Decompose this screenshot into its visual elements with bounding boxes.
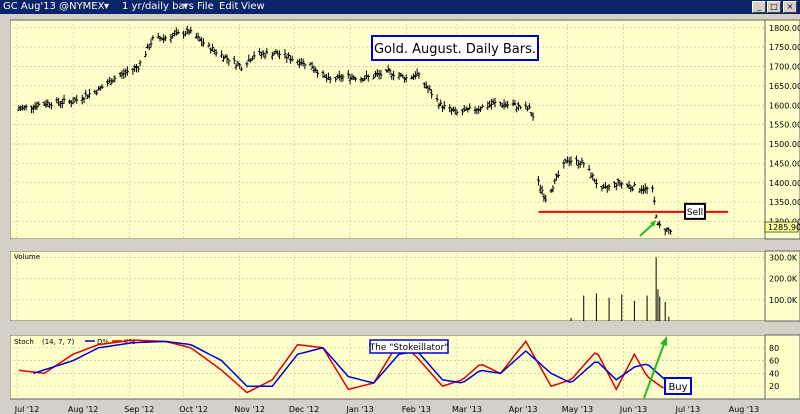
stokeillator-box [369, 339, 449, 354]
x-tick-label: Mar '13 [452, 405, 482, 414]
x-tick-label: Apr '13 [509, 405, 538, 414]
period-label[interactable]: 1 yr/daily bars [122, 1, 194, 12]
price-tick-label: 1350.00 [769, 198, 800, 207]
up-arrow-price-head [650, 220, 656, 227]
title-bar: GC Aug'13 @NYMEX ▾ 1 yr/daily bars ▾ Fil… [0, 0, 800, 14]
price-tick-label: 1600.00 [769, 101, 800, 110]
panel-separator [10, 321, 765, 335]
volume-tick-label: 100.0K [769, 296, 798, 305]
price-tick-label: 1700.00 [769, 63, 800, 72]
price-tick-label: 1550.00 [769, 121, 800, 130]
stoch-params: (14, 7, 7) [42, 338, 74, 346]
x-tick-label: Dec '12 [289, 405, 319, 414]
up-arrow-price [639, 223, 654, 237]
chart-title: Gold. August. Daily Bars. [374, 42, 536, 57]
stoch-panel-axis [764, 334, 800, 400]
legend-k-label: K% [124, 338, 136, 346]
buy-label: Buy [668, 382, 687, 393]
price-tick-label: 1800.00 [769, 24, 800, 33]
volume-title: Volume [14, 253, 40, 261]
symbol-dropdown-icon[interactable]: ▾ [104, 1, 110, 12]
volume-tick-label: 300.0K [769, 253, 798, 262]
close-button[interactable]: × [783, 1, 797, 13]
period-dropdown-icon[interactable]: ▾ [183, 1, 189, 12]
stoch-title: Stoch [14, 338, 34, 346]
buy-label-box [664, 377, 692, 395]
price-tick-label: 1500.00 [769, 140, 800, 149]
minimize-button[interactable]: _ [752, 1, 766, 13]
grid [10, 20, 765, 399]
x-tick-label: Aug '12 [68, 405, 99, 414]
stokeillator-title: The "Stokeillator" [369, 343, 449, 353]
symbol-label[interactable]: GC Aug'13 @NYMEX [3, 1, 105, 12]
x-tick-label: Feb '13 [402, 405, 431, 414]
maximize-button[interactable]: □ [767, 1, 781, 13]
sell-label-box [684, 202, 706, 220]
stoch-tick-label: 80 [769, 344, 779, 353]
x-tick-label: May '13 [562, 405, 593, 414]
x-tick-label: Nov '12 [234, 405, 265, 414]
menu-view[interactable]: View [241, 1, 265, 12]
x-tick-label: Jul '12 [14, 405, 40, 414]
volume-tick-label: 200.0K [769, 275, 798, 284]
x-tick-label: Oct '12 [179, 405, 208, 414]
volume-panel-axis [764, 250, 800, 322]
price-tick-label: 1750.00 [769, 43, 800, 52]
annotations: Gold. August. Daily Bars. Sell The "Stokei… [369, 35, 728, 399]
x-tick-label: Aug '13 [729, 405, 760, 414]
x-tick-label: Sep '12 [124, 405, 154, 414]
chart-title-box [371, 35, 539, 61]
stoch-tick-label: 20 [769, 382, 779, 391]
up-arrow-stoch-head [660, 336, 667, 346]
stoch-d-line [33, 340, 668, 387]
panel-separator [10, 239, 765, 251]
price-tick-label: 1450.00 [769, 159, 800, 168]
x-tick-label: Jan '13 [346, 405, 374, 414]
stoch-k-line [18, 339, 664, 394]
chart-area: Jul '12 Aug '12 Sep '12 Oct '12 Nov '12 Dec '… [0, 14, 800, 414]
menu-file[interactable]: File [197, 1, 214, 12]
marks: Jul '12 Aug '12 Sep '12 Oct '12 Nov '12 Dec '… [14, 24, 800, 414]
last-price-label: 1285.90 [768, 223, 800, 232]
stoch-tick-label: 40 [769, 369, 779, 378]
sell-label: Sell [687, 208, 703, 218]
volume-panel [9, 250, 766, 322]
x-tick-label: Jul '13 [675, 405, 701, 414]
left-scroll-strip [0, 14, 10, 414]
x-tick-label: Jun '13 [619, 405, 647, 414]
price-tick-label: 1400.00 [769, 179, 800, 188]
legend-d-label: D% [97, 338, 109, 346]
last-price-tag [764, 221, 799, 233]
menu-edit[interactable]: Edit [219, 1, 239, 12]
price-panel-axis [764, 19, 800, 240]
price-tick-label: 1650.00 [769, 82, 800, 91]
up-arrow-stoch [643, 343, 665, 399]
stoch-tick-label: 60 [769, 357, 779, 366]
